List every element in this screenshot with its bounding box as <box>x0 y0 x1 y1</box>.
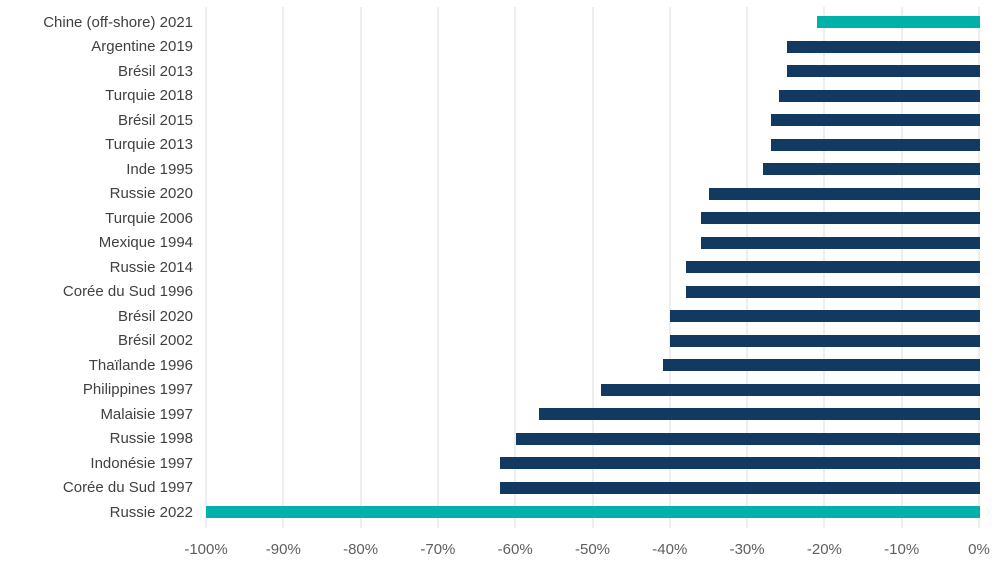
bar-row: Corée du Sud 1996 <box>0 280 980 305</box>
bar <box>701 212 980 225</box>
category-label: Russie 2022 <box>109 503 193 521</box>
bar <box>538 408 980 421</box>
category-label: Turquie 2013 <box>105 136 193 154</box>
bar-row: Malaisie 1997 <box>0 402 980 427</box>
bar-row: Brésil 2002 <box>0 329 980 354</box>
bar-row: Russie 2014 <box>0 255 980 280</box>
category-label: Brésil 2002 <box>117 332 193 350</box>
bar-row: Turquie 2013 <box>0 133 980 158</box>
bar-track <box>206 408 980 421</box>
bar-row: Brésil 2020 <box>0 304 980 329</box>
bar <box>778 89 980 102</box>
bar <box>771 114 980 127</box>
bar-track <box>206 40 980 53</box>
x-axis: -100% -90% -80% -70% -60% -50% -40% -30% -20% -10… <box>184 537 990 559</box>
bar-track <box>206 506 980 519</box>
bar-row: Turquie 2006 <box>0 206 980 231</box>
axis-tick-label: -100% <box>184 540 228 558</box>
category-label: Brésil 2015 <box>117 111 193 129</box>
axis-tick-label: -60% <box>497 540 533 558</box>
axis-tick-label: -50% <box>574 540 611 558</box>
category-label: Thaïlande 1996 <box>88 356 193 374</box>
bar-row: Chine (off-shore) 2021 <box>0 10 980 35</box>
bar <box>701 236 980 249</box>
bar-row: Corée du Sud 1997 <box>0 476 980 501</box>
bar <box>206 506 980 519</box>
bar-row: Russie 2022 <box>0 500 980 525</box>
bar <box>786 40 980 53</box>
category-label: Malaisie 1997 <box>100 405 193 423</box>
bar-row: Thaïlande 1996 <box>0 353 980 378</box>
bar <box>786 65 980 78</box>
bar <box>670 334 980 347</box>
bar <box>763 163 980 176</box>
bar-row: Philippines 1997 <box>0 378 980 403</box>
bar <box>515 432 980 445</box>
bar-track <box>206 457 980 470</box>
bar <box>500 481 980 494</box>
bar <box>817 16 980 29</box>
bar-track <box>206 236 980 249</box>
chart-area: Chine (off-shore) 2021 Argentine 2019 Brés… <box>0 7 990 559</box>
bar-row: Inde 1995 <box>0 157 980 182</box>
bar <box>771 138 980 151</box>
bar-track <box>206 334 980 347</box>
bar-track <box>206 114 980 127</box>
axis-tick-label: -40% <box>652 540 688 558</box>
bar-row: Argentine 2019 <box>0 35 980 60</box>
category-label: Chine (off-shore) 2021 <box>43 13 193 31</box>
bar-track <box>206 16 980 29</box>
category-label: Corée du Sud 1997 <box>62 479 193 497</box>
category-label: Philippines 1997 <box>82 381 193 399</box>
bar <box>685 261 980 274</box>
category-label: Argentine 2019 <box>91 38 193 56</box>
axis-tick-label: -70% <box>420 540 456 558</box>
plot-rows: Chine (off-shore) 2021 Argentine 2019 Brés… <box>0 7 980 528</box>
bar-row: Brésil 2013 <box>0 59 980 84</box>
bar-track <box>206 187 980 200</box>
bar-track <box>206 138 980 151</box>
bar <box>500 457 980 470</box>
bar <box>662 359 980 372</box>
category-label: Brésil 2020 <box>117 307 193 325</box>
bar <box>685 285 980 298</box>
bar-track <box>206 261 980 274</box>
axis-tick-label: -90% <box>265 540 301 558</box>
category-label: Brésil 2013 <box>117 62 193 80</box>
category-label: Russie 2014 <box>109 258 193 276</box>
bar <box>600 383 980 396</box>
bar-track <box>206 310 980 323</box>
bar-row: Brésil 2015 <box>0 108 980 133</box>
bar-track <box>206 65 980 78</box>
axis-tick-label: -10% <box>884 540 920 558</box>
bar-row: Mexique 1994 <box>0 231 980 256</box>
category-label: Russie 1998 <box>109 430 193 448</box>
category-label: Inde 1995 <box>126 160 193 178</box>
bar-row: Indonésie 1997 <box>0 451 980 476</box>
category-label: Turquie 2018 <box>105 87 193 105</box>
bar-track <box>206 89 980 102</box>
bar-track <box>206 383 980 396</box>
bar-row: Russie 2020 <box>0 182 980 207</box>
bar <box>709 187 980 200</box>
bar-track <box>206 163 980 176</box>
category-label: Russie 2020 <box>109 185 193 203</box>
bar-row: Russie 1998 <box>0 427 980 452</box>
bar-track <box>206 481 980 494</box>
bar-track <box>206 285 980 298</box>
bar <box>670 310 980 323</box>
bar-track <box>206 432 980 445</box>
axis-tick-label: -30% <box>729 540 765 558</box>
bar-track <box>206 359 980 372</box>
category-label: Turquie 2006 <box>105 209 193 227</box>
axis-tick-label: -80% <box>343 540 379 558</box>
category-label: Mexique 1994 <box>98 234 193 252</box>
axis-tick-label: 0% <box>968 540 990 558</box>
category-label: Corée du Sud 1996 <box>62 283 193 301</box>
category-label: Indonésie 1997 <box>90 454 193 472</box>
bar-row: Turquie 2018 <box>0 84 980 109</box>
bar-track <box>206 212 980 225</box>
axis-tick-label: -20% <box>806 540 842 558</box>
